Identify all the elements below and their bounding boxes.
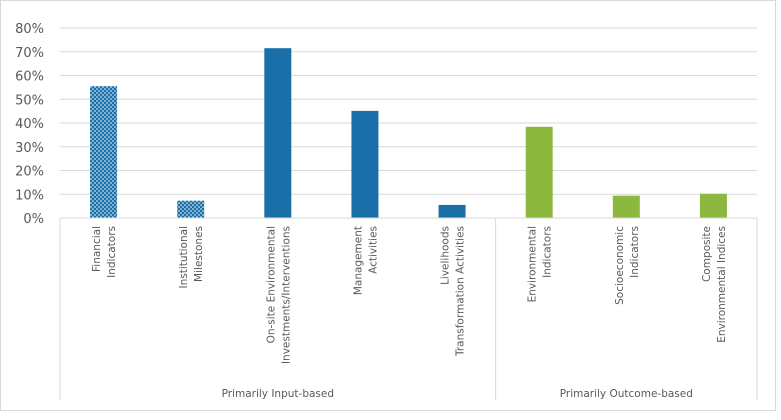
category-label-line: Environmental	[527, 226, 539, 302]
bar	[177, 200, 205, 218]
chart-frame	[0, 0, 776, 411]
bar	[699, 193, 727, 218]
category-label: Socioeconomic Indicators	[614, 226, 641, 305]
bar	[264, 48, 292, 218]
y-tick-label: 0%	[23, 212, 44, 227]
y-tick-label: 40%	[15, 117, 44, 132]
bar	[351, 110, 379, 218]
category-label-line: Activities	[367, 226, 379, 274]
category-label-line: Institutional	[178, 226, 190, 289]
category-label: On-site Environmental Investments/Interve…	[265, 226, 292, 364]
category-label-line: Socioeconomic	[614, 226, 626, 305]
y-tick-label: 30%	[15, 141, 44, 156]
category-label-line: Composite	[701, 226, 713, 282]
category-label: Livelihoods Transformation Activities	[440, 226, 467, 357]
category-label: Environmental Indicators	[527, 226, 554, 302]
category-label-line: Financial	[91, 226, 103, 272]
bar	[438, 204, 466, 218]
bar	[525, 126, 553, 218]
group-label: Primarily Outcome-based	[560, 388, 693, 400]
y-tick-label: 70%	[15, 46, 44, 61]
y-tick-label: 10%	[15, 188, 44, 203]
category-label-line: Livelihoods	[440, 226, 452, 285]
category-label-line: Milestones	[193, 226, 205, 282]
y-tick-label: 60%	[15, 70, 44, 85]
bar	[90, 86, 118, 218]
category-label-line: Indicators	[106, 226, 118, 278]
category-label: Institutional Milestones	[178, 226, 205, 289]
category-label-line: Indicators	[629, 226, 641, 278]
category-label: Management Activities	[352, 226, 379, 295]
category-label-line: Transformation Activities	[455, 226, 467, 357]
category-label-line: Investments/Interventions	[280, 226, 292, 364]
category-label-line: Indicators	[542, 226, 554, 278]
category-label-line: On-site Environmental	[265, 226, 277, 343]
y-tick-label: 20%	[15, 165, 44, 180]
category-label-line: Management	[352, 226, 364, 295]
bar	[612, 195, 640, 218]
category-label: Financial Indicators	[91, 226, 118, 278]
category-label-line: Environmental Indices	[716, 226, 728, 343]
category-label: Composite Environmental Indices	[701, 226, 728, 343]
group-label: Primarily Input-based	[222, 388, 334, 400]
y-tick-label: 50%	[15, 93, 44, 108]
y-tick-label: 80%	[15, 22, 44, 37]
